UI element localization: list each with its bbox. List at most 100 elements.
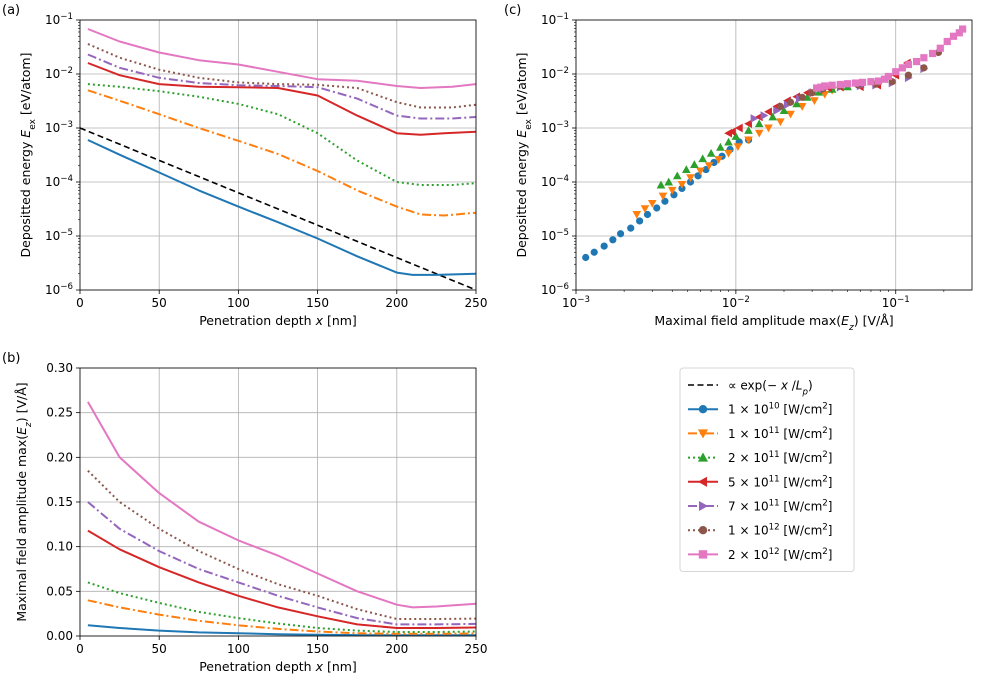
scatter-point — [690, 160, 699, 169]
scatter-point — [880, 75, 889, 83]
scatter-point — [814, 87, 824, 96]
panel-c-series-1 — [582, 136, 753, 262]
panel-a-ytick-label: 10−1 — [45, 12, 73, 27]
panel-c-xtick-label: 10−3 — [562, 295, 590, 310]
legend-swatch-marker — [697, 452, 709, 462]
scatter-point — [920, 54, 928, 62]
panel-tag-a: (a) — [2, 3, 20, 18]
panel-a-series-line-3 — [87, 83, 476, 186]
panel-b-ticks: 0 50 100 150 200 250 0.00 0.05 0.10 0.15 0.20 0.25 0… — [46, 361, 487, 656]
panel-c-chart: 10−3 10−2 10−1 10−6 10−5 10−4 10−3 10−2 10−1 Max… — [514, 12, 973, 333]
panel-b-xtick-label: 50 — [152, 642, 167, 656]
panel-a-xtick-label: 250 — [465, 296, 488, 310]
legend-entry-label: 2 × 1011 [W/cm2] — [728, 450, 832, 465]
panel-a-xtick-label: 50 — [152, 296, 167, 310]
scatter-point — [600, 242, 608, 250]
panel-b-chart: 0 50 100 150 200 250 0.00 0.05 0.10 0.15 0.20 0.25 0… — [14, 361, 487, 674]
scatter-point — [632, 211, 642, 219]
scatter-point — [955, 29, 963, 37]
scatter-point — [590, 248, 598, 256]
panel-b-series-line-6 — [87, 469, 476, 620]
panel-c-xtick-label: 10−2 — [722, 295, 750, 310]
panel-c-ytick-label: 10−3 — [541, 120, 569, 135]
scatter-point — [912, 57, 921, 66]
scatter-point — [836, 80, 844, 89]
scatter-point — [844, 80, 852, 88]
panel-b-xtick-label: 100 — [227, 642, 250, 656]
panel-a-ticks: 0 50 100 150 200 250 10−6 10−5 10−4 10−3 10−2 10−1 — [45, 12, 487, 310]
panel-c-xlabel: Maximal field amplitude max(Ez) [V/Å] — [654, 313, 893, 333]
scatter-point — [727, 127, 736, 137]
panel-a-series-line-6 — [87, 43, 476, 109]
scatter-point — [744, 119, 752, 129]
panel-c-ytick-label: 10−5 — [541, 228, 569, 243]
panel-a-frame — [79, 19, 477, 291]
scatter-point — [609, 236, 617, 244]
legend-entry-label: 1 × 1011 [W/cm2] — [728, 426, 832, 441]
scatter-point — [640, 205, 650, 214]
scatter-point — [764, 107, 772, 117]
panel-a-series-line-7 — [87, 28, 476, 89]
scatter-point — [754, 129, 764, 138]
legend-swatch-marker — [697, 476, 708, 487]
scatter-point — [904, 60, 912, 69]
scatter-point — [764, 124, 773, 133]
panel-c-series-7 — [813, 25, 967, 92]
panel-b-xlabel: Penetration depth x [nm] — [199, 659, 357, 674]
scatter-point — [898, 64, 906, 72]
scatter-point — [858, 78, 867, 86]
scatter-point — [773, 106, 781, 115]
scatter-point — [656, 180, 666, 189]
scatter-point — [867, 78, 875, 86]
legend-entry-label: 1 × 1010 [W/cm2] — [728, 402, 832, 417]
legend-entry-label: 1 × 1012 [W/cm2] — [728, 523, 832, 538]
panel-b-ytick-label: 0.30 — [46, 361, 73, 375]
scatter-point — [783, 100, 792, 110]
scatter-point — [884, 72, 893, 81]
reference-exp-line — [80, 127, 476, 290]
scatter-point — [686, 174, 695, 183]
scatter-point — [667, 186, 677, 195]
legend-entry-label: 2 × 1012 [W/cm2] — [728, 547, 832, 562]
scatter-point — [706, 148, 716, 157]
legend-entry-label: 7 × 1011 [W/cm2] — [728, 499, 832, 514]
panel-a-ytick-label: 10−6 — [45, 282, 73, 297]
scatter-point — [776, 118, 785, 127]
panel-c-series-5 — [750, 64, 929, 123]
scatter-point — [647, 200, 657, 208]
legend-swatch-marker — [698, 405, 708, 414]
scatter-point — [760, 111, 769, 120]
panel-b-series-line-1 — [87, 624, 476, 636]
scatter-point — [724, 137, 733, 146]
scatter-point — [616, 230, 625, 238]
panel-a-ytick-label: 10−3 — [45, 120, 73, 135]
panel-b-ytick-label: 0.15 — [46, 495, 73, 509]
panel-b-series — [87, 401, 476, 636]
legend-reference-label: ∝ exp(− x /Lp) — [728, 379, 813, 398]
panel-b-series-line-4 — [87, 529, 476, 629]
panel-c-ytick-label: 10−6 — [541, 282, 569, 297]
scatter-point — [724, 149, 733, 158]
panel-b-xtick-label: 0 — [76, 642, 84, 656]
legend-entry-label: 5 × 1011 [W/cm2] — [728, 474, 832, 489]
scatter-point — [744, 126, 753, 134]
panel-a-ylabel: Depositted energy Eex [eV/atom] — [18, 52, 38, 257]
scatter-point — [672, 171, 682, 180]
panel-b-xtick-label: 150 — [306, 642, 329, 656]
scatter-point — [874, 77, 883, 85]
panel-a-ytick-label: 10−4 — [45, 174, 73, 189]
panel-c-frame — [575, 19, 973, 291]
panel-b-xtick-label: 200 — [385, 642, 408, 656]
panel-c-ticks: 10−3 10−2 10−1 10−6 10−5 10−4 10−3 10−2 10−1 — [541, 12, 945, 310]
scatter-point — [627, 224, 635, 232]
panel-b-ytick-label: 0.10 — [46, 540, 73, 554]
panel-a-xlabel: Penetration depth x [nm] — [199, 313, 357, 328]
legend-frame — [679, 367, 855, 573]
scatter-point — [704, 162, 714, 171]
scatter-point — [744, 136, 753, 145]
scatter-point — [643, 210, 652, 219]
scatter-point — [677, 181, 687, 189]
legend: ∝ exp(− x /Lp) 1 × 1010 [W/cm2] 1 × 1011 [… — [679, 367, 855, 573]
scatter-point — [943, 37, 951, 46]
panel-b-series-line-2 — [87, 599, 476, 635]
